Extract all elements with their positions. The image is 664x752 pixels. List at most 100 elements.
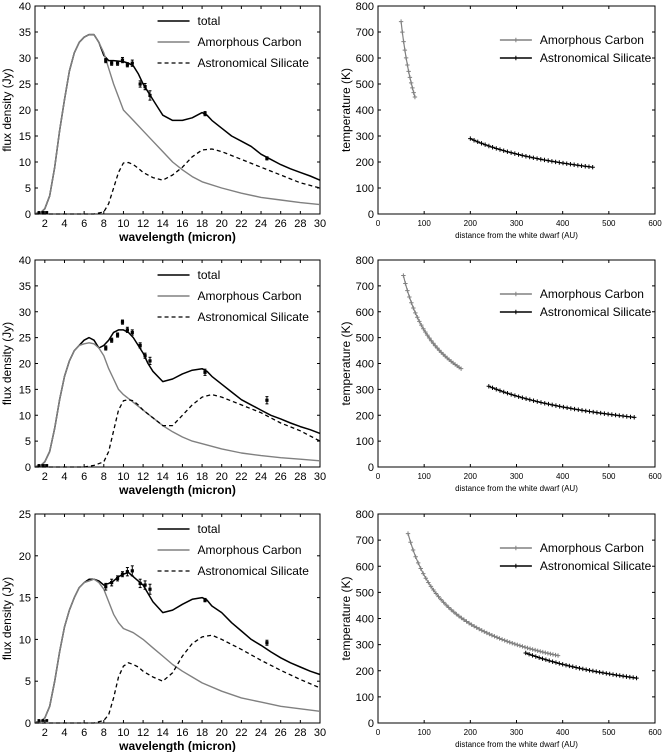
chart-panel-temp-1: 0 100 200 300 400 500 600 0 100 200 300 400 500 600 70… [339,1,662,240]
plus-marker-amorphous-carbon [441,600,446,605]
plus-marker-astronomical-silicate [497,147,503,152]
plus-marker-amorphous-carbon [437,348,442,353]
data-point [130,330,134,335]
chart-panel-temp-3: 0 100 200 300 400 500 600 0 100 200 300 400 500 600 70… [339,509,662,749]
x-tick-label: 500 [602,472,616,481]
plus-marker-amorphous-carbon [502,638,507,643]
data-point [130,61,134,65]
data-point [120,320,125,324]
x-axis-label: wavelength (micron) [118,230,236,244]
plus-marker-astronomical-silicate [570,664,575,669]
chart-panel-flux-2: 2 4 6 8 10 12 14 16 18 20 22 24 26 28 3005101520253035… [0,255,326,497]
plus-marker-astronomical-silicate [527,154,532,160]
y-tick-label: 10 [19,157,31,169]
y-axis-label: temperature (K) [339,321,353,405]
x-tick-label: 4 [61,218,67,230]
legend-label: Astronomical Silicate [198,310,310,324]
x-tick-label: 22 [235,218,247,230]
x-tick-label: 20 [216,471,228,483]
plus-marker-amorphous-carbon [482,629,487,634]
plus-marker-amorphous-carbon [398,19,404,24]
plus-marker-amorphous-carbon [522,645,528,650]
plus-marker-amorphous-carbon [504,639,510,644]
y-tick-label: 20 [19,359,31,371]
plus-marker-astronomical-silicate [553,159,558,165]
plus-marker-astronomical-silicate [577,666,582,671]
data-point [37,211,41,214]
x-tick-label: 28 [294,218,306,230]
data-point [203,598,207,602]
y-tick-label: 600 [356,53,374,65]
legend-label: Amorphous Carbon [198,289,302,303]
plus-marker-amorphous-carbon [431,587,436,593]
plus-marker-amorphous-carbon [419,322,424,328]
y-tick-label: 200 [356,666,374,678]
plus-marker-astronomical-silicate [486,143,492,149]
plus-marker-astronomical-silicate [628,414,633,420]
plus-marker-amorphous-carbon [497,636,502,641]
y-tick-label: 40 [19,255,31,267]
x-tick-label: 400 [556,472,570,481]
data-point [115,61,120,65]
plus-marker-amorphous-carbon [431,341,436,346]
plus-marker-astronomical-silicate [501,389,506,395]
y-tick-label: 0 [25,209,31,221]
x-tick-label: 18 [196,727,208,739]
x-tick-label: 30 [314,727,326,739]
x-tick-label: 0 [376,219,381,228]
plus-marker-astronomical-silicate [534,156,540,161]
legend-label: Amorphous Carbon [198,543,302,557]
plus-marker-astronomical-silicate [598,410,603,416]
plus-marker-astronomical-silicate [538,400,544,405]
x-tick-label: 10 [117,471,129,483]
data-point [148,587,152,591]
chart-panel-temp-2: 0 100 200 300 400 500 600 0 100 200 300 400 500 600 70… [339,255,662,493]
x-tick-label: 18 [196,218,208,230]
plus-marker-astronomical-silicate [620,413,626,419]
data-point [110,61,114,65]
y-tick-label: 300 [356,131,374,143]
x-tick-label: 6 [81,471,87,483]
plus-marker-astronomical-silicate [579,408,585,413]
y-tick-label: 15 [19,131,31,143]
plus-marker-amorphous-carbon [406,69,411,74]
plus-marker-astronomical-silicate [561,404,566,410]
x-tick-label: 24 [255,727,267,739]
plus-marker-astronomical-silicate [604,671,609,676]
y-tick-label: 500 [356,79,374,91]
x-tick-label: 22 [235,727,247,739]
plus-marker-astronomical-silicate [545,158,551,163]
x-tick-label: 18 [196,471,208,483]
plus-marker-astronomical-silicate [620,673,626,679]
plus-marker-astronomical-silicate [505,391,510,396]
plus-marker-astronomical-silicate [571,162,577,167]
plus-marker-astronomical-silicate [516,394,521,399]
plus-marker-amorphous-carbon [433,591,439,596]
plus-marker-amorphous-carbon [458,366,464,371]
x-tick-label: 8 [101,471,107,483]
legend-label: Astronomical Silicate [540,51,652,65]
y-tick-label: 400 [356,614,374,626]
x-tick-label: 600 [648,219,662,228]
plus-marker-astronomical-silicate [602,411,607,416]
plus-marker-astronomical-silicate [594,669,599,674]
plus-marker-astronomical-silicate [583,164,588,169]
plus-marker-astronomical-silicate [634,675,639,681]
plus-marker-astronomical-silicate [617,413,622,418]
data-point [138,343,142,347]
plus-marker-amorphous-carbon [466,620,472,626]
plus-marker-astronomical-silicate [546,401,551,407]
x-tick-label: 4 [61,727,67,739]
y-tick-label: 500 [356,587,374,599]
plus-marker-astronomical-silicate [494,387,499,392]
data-point [110,338,114,342]
x-tick-label: 16 [176,218,188,230]
plus-marker-amorphous-carbon [403,55,409,61]
y-tick-label: 100 [356,183,374,195]
plus-marker-astronomical-silicate [490,385,495,391]
data-point [138,581,142,585]
plus-marker-amorphous-carbon [527,646,533,651]
legend-label: Astronomical Silicate [198,56,310,70]
y-tick-label: 700 [356,535,374,547]
plus-marker-astronomical-silicate [523,154,529,159]
